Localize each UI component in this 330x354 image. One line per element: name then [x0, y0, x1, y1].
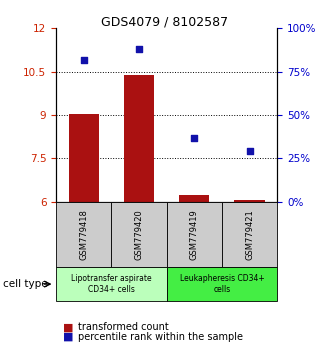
- Bar: [179, 195, 210, 202]
- Text: percentile rank within the sample: percentile rank within the sample: [78, 332, 243, 342]
- Text: cell type: cell type: [3, 279, 48, 289]
- Point: [192, 135, 197, 141]
- Text: GSM779418: GSM779418: [79, 209, 88, 260]
- Point: [81, 57, 86, 62]
- Text: GSM779420: GSM779420: [135, 209, 144, 260]
- Text: GDS4079 / 8102587: GDS4079 / 8102587: [101, 16, 229, 29]
- Text: Lipotransfer aspirate
CD34+ cells: Lipotransfer aspirate CD34+ cells: [71, 274, 152, 294]
- Text: GSM779419: GSM779419: [190, 209, 199, 260]
- Point: [136, 46, 142, 52]
- Text: ■: ■: [63, 322, 73, 332]
- Text: Leukapheresis CD34+
cells: Leukapheresis CD34+ cells: [180, 274, 264, 294]
- Text: GSM779421: GSM779421: [245, 209, 254, 260]
- Bar: [234, 200, 265, 202]
- Bar: [124, 75, 154, 202]
- Text: transformed count: transformed count: [78, 322, 168, 332]
- Text: ■: ■: [63, 332, 73, 342]
- Point: [247, 149, 252, 154]
- Bar: [69, 114, 99, 202]
